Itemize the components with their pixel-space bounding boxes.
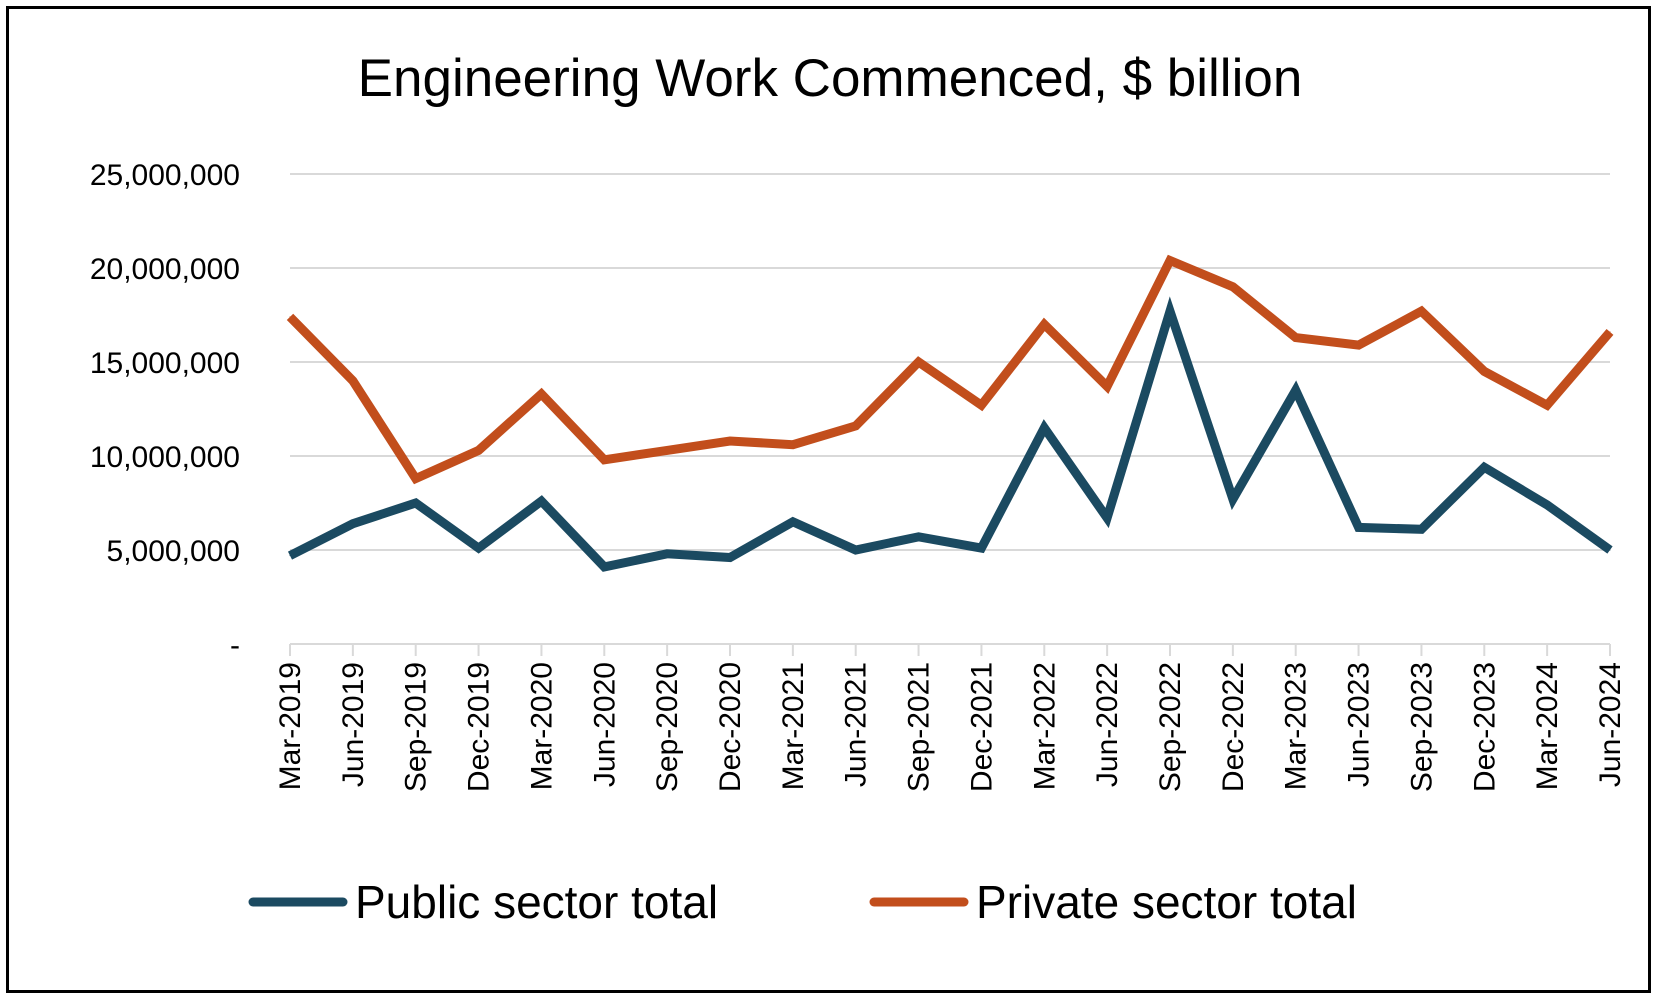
y-tick-label: 15,000,000 xyxy=(90,347,240,380)
data-point xyxy=(918,536,920,538)
data-point xyxy=(1169,259,1171,261)
data-point xyxy=(1169,310,1171,312)
data-point xyxy=(289,555,291,557)
data-point xyxy=(729,557,731,559)
data-point xyxy=(1358,344,1360,346)
data-point xyxy=(1420,528,1422,530)
data-point xyxy=(1546,504,1548,506)
data-point xyxy=(1043,427,1045,429)
y-tick-label: - xyxy=(230,629,240,662)
y-tick-label: 10,000,000 xyxy=(90,441,240,474)
x-tick-label: Sep-2020 xyxy=(651,662,684,792)
x-tick-label: Mar-2022 xyxy=(1028,662,1061,790)
data-point xyxy=(478,449,480,451)
legend-label: Public sector total xyxy=(355,876,718,928)
data-point xyxy=(540,393,542,395)
x-tick-label: Mar-2020 xyxy=(525,662,558,790)
data-point xyxy=(603,566,605,568)
data-point xyxy=(415,478,417,480)
data-point xyxy=(792,521,794,523)
data-point xyxy=(855,425,857,427)
data-point xyxy=(478,547,480,549)
x-tick-label: Mar-2021 xyxy=(777,662,810,790)
data-point xyxy=(666,449,668,451)
x-axis-ticks: Mar-2019 Jun-2019 Sep-2019 Dec-2019 Mar-2020… xyxy=(274,644,1627,792)
data-point xyxy=(1546,404,1548,406)
data-point xyxy=(792,444,794,446)
data-point xyxy=(1609,549,1611,551)
gridlines xyxy=(290,173,1610,645)
x-tick-label: Dec-2019 xyxy=(463,662,496,792)
x-tick-label: Jun-2024 xyxy=(1594,662,1627,787)
y-tick-label: 25,000,000 xyxy=(90,159,240,192)
y-tick-label: 5,000,000 xyxy=(107,535,240,568)
y-axis-ticks: - 5,000,000 10,000,000 15,000,000 20,000,000… xyxy=(90,159,240,662)
x-tick-label: Sep-2023 xyxy=(1405,662,1438,792)
data-point xyxy=(918,361,920,363)
x-tick-label: Mar-2019 xyxy=(274,662,307,790)
x-tick-label: Jun-2020 xyxy=(588,662,621,787)
data-point xyxy=(540,500,542,502)
data-point xyxy=(729,440,731,442)
data-point xyxy=(1232,286,1234,288)
x-tick-label: Dec-2023 xyxy=(1468,662,1501,792)
data-point xyxy=(352,523,354,525)
data-point xyxy=(855,549,857,551)
data-point xyxy=(1295,337,1297,339)
private-sector-line xyxy=(286,254,1614,485)
x-tick-label: Mar-2023 xyxy=(1280,662,1313,790)
data-point xyxy=(1609,331,1611,333)
data-point xyxy=(1295,389,1297,391)
public-sector-line xyxy=(287,296,1613,572)
chart-frame xyxy=(6,6,1651,993)
x-tick-label: Jun-2021 xyxy=(840,662,873,787)
data-point xyxy=(352,380,354,382)
series-lines xyxy=(286,254,1614,572)
data-point xyxy=(1106,517,1108,519)
data-point xyxy=(980,404,982,406)
y-tick-label: 20,000,000 xyxy=(90,253,240,286)
x-tick-label: Dec-2021 xyxy=(965,662,998,792)
data-point xyxy=(1043,323,1045,325)
data-point xyxy=(603,459,605,461)
data-point xyxy=(415,502,417,504)
x-tick-label: Sep-2019 xyxy=(400,662,433,792)
data-point xyxy=(1358,526,1360,528)
x-tick-label: Jun-2023 xyxy=(1343,662,1376,787)
x-tick-label: Dec-2022 xyxy=(1217,662,1250,792)
data-point xyxy=(1420,310,1422,312)
x-tick-label: Jun-2019 xyxy=(337,662,370,787)
data-point xyxy=(1483,466,1485,468)
x-tick-label: Sep-2021 xyxy=(903,662,936,792)
legend: Public sector total Private sector total xyxy=(248,876,1357,928)
data-point xyxy=(980,547,982,549)
legend-label: Private sector total xyxy=(976,876,1357,928)
data-point xyxy=(1232,498,1234,500)
data-point xyxy=(1106,385,1108,387)
x-tick-label: Mar-2024 xyxy=(1531,662,1564,790)
x-tick-label: Dec-2020 xyxy=(714,662,747,792)
data-point xyxy=(289,316,291,318)
x-tick-label: Jun-2022 xyxy=(1091,662,1124,787)
data-point xyxy=(1483,370,1485,372)
x-tick-label: Sep-2022 xyxy=(1154,662,1187,792)
data-point xyxy=(666,553,668,555)
chart-title: Engineering Work Commenced, $ billion xyxy=(358,49,1303,108)
